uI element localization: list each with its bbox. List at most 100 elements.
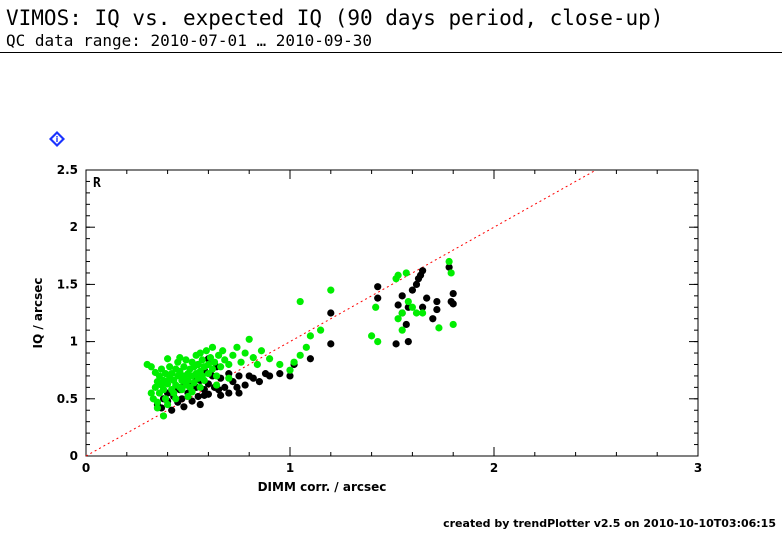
x-tick-label: 1 [286,461,294,475]
data-point-green [398,309,406,317]
data-point-green [368,332,376,340]
data-point-black [445,263,453,271]
data-point-green [182,356,190,364]
data-point-green [317,326,325,334]
data-point-green [237,358,245,366]
data-point-black [374,294,382,302]
data-point-green [153,398,161,406]
data-point-black [408,286,416,294]
data-point-black [374,283,382,291]
y-tick-label: 0 [70,449,78,463]
badge-label: i [56,135,59,144]
data-point-green [210,358,219,366]
y-tick-label: 1.5 [57,277,78,291]
data-point-black [394,301,402,309]
data-point-green [166,363,174,371]
data-point-green [404,297,412,306]
chart-title: VIMOS: IQ vs. expected IQ (90 days perio… [6,6,664,30]
data-point-black [235,389,243,397]
data-point-green [229,351,237,359]
footer-credit: created by trendPlotter v2.5 on 2010-10-… [443,517,776,530]
data-point-green [296,351,304,359]
data-point-green [164,355,172,363]
data-point-green [302,343,310,351]
data-point-green [143,360,151,369]
data-point-green [208,343,217,351]
y-tick-label: 2 [70,220,78,234]
data-point-green [159,412,168,420]
data-point-green [372,303,380,311]
data-point-black [404,338,412,346]
data-point-green [394,271,402,279]
data-point-green [180,363,188,371]
data-point-green [327,286,335,294]
data-point-black [392,340,400,348]
data-point-green [398,326,406,334]
data-point-black [196,400,204,409]
data-point-green [445,257,453,266]
data-point-black [306,355,314,363]
data-point-green [233,343,241,351]
data-point-green [253,360,261,369]
data-point-green [159,386,168,394]
data-point-black [433,305,441,314]
data-point-green [296,297,304,306]
data-point-green [408,303,416,311]
data-point-green [196,383,204,391]
data-point-black [327,340,335,348]
y-tick-label: 2.5 [57,163,78,177]
data-point-black [327,309,335,317]
data-point-green [151,368,159,377]
data-point-black [178,395,186,403]
chart-subtitle: QC data range: 2010-07-01 … 2010-09-30 [6,31,373,50]
data-point-black [168,406,176,414]
data-point-green [306,332,314,340]
data-point-green [225,374,233,382]
plot-frame [85,169,699,457]
data-point-green [402,269,410,277]
data-point-black [180,403,188,411]
y-tick-label: 1 [70,335,78,349]
data-point-green [172,395,180,403]
data-point-green [198,356,206,364]
data-point-green [151,383,159,391]
data-point-green [176,354,184,362]
y-axis-label: IQ / arcsec [31,278,45,349]
data-point-green [153,404,161,412]
data-point-green [276,360,284,369]
data-point-black [419,267,427,275]
data-point-black [249,374,257,382]
data-point-green [212,381,221,389]
x-tick-label: 0 [82,461,90,475]
data-point-black [241,381,249,389]
data-point-green [164,400,172,409]
x-axis-label: DIMM corr. / arcsec [258,480,387,494]
data-point-green [449,320,457,329]
data-point-black [286,372,294,380]
data-point-green [374,338,382,346]
data-point-green [435,324,443,332]
data-point-green [257,347,266,355]
x-tick-label: 3 [694,461,702,475]
data-point-green [147,389,155,397]
data-point-green [447,269,455,277]
x-tick-label: 2 [490,461,498,475]
info-diamond-icon: i [49,131,65,147]
data-point-black [194,392,202,401]
data-point-black [423,294,431,302]
data-point-green [225,360,233,369]
data-point-green [188,388,196,396]
data-point-black [221,383,229,391]
data-point-black [233,383,241,391]
data-point-green [266,355,274,363]
y-tick-label: 0.5 [57,392,78,406]
data-point-green [219,347,227,355]
data-point-green [394,315,402,323]
data-point-green [200,376,208,385]
data-point-green [212,372,221,380]
data-point-black [449,300,457,308]
data-point-green [290,358,298,366]
data-point-black [255,378,263,386]
panel-label: R [93,176,101,191]
